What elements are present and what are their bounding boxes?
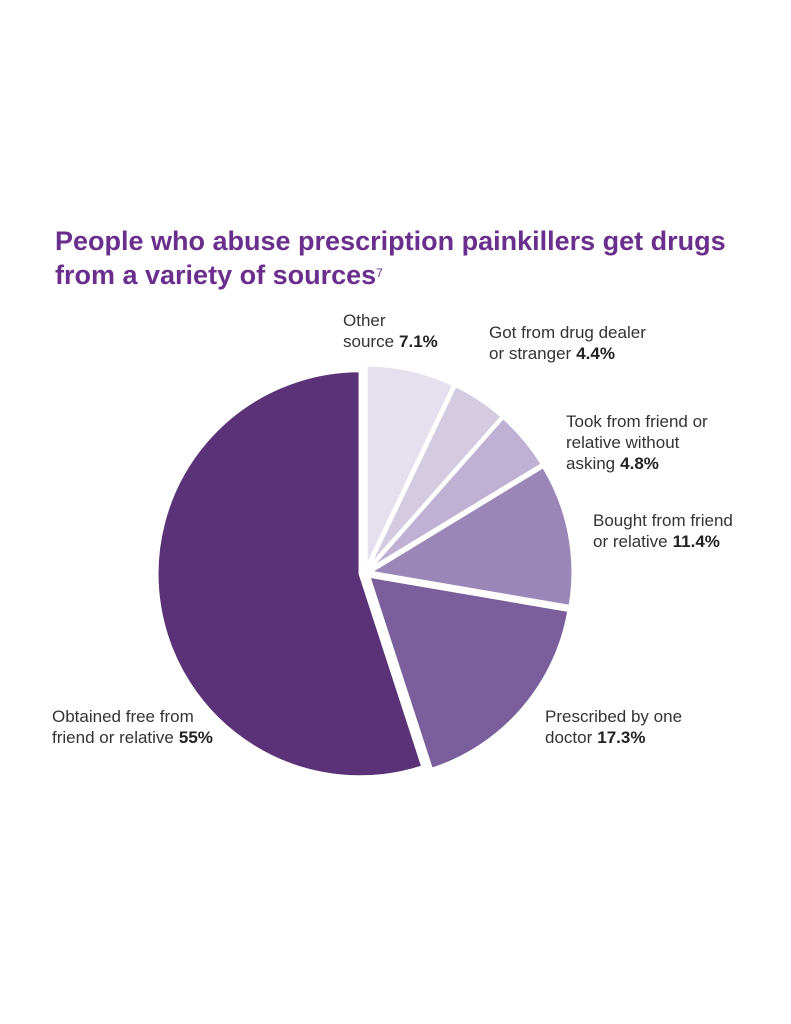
slice-value: 11.4% — [672, 532, 720, 551]
slice-name: Took from friend or relative without ask… — [566, 412, 708, 473]
slice-label: Bought from friend or relative 11.4% — [593, 510, 743, 552]
slice-name: Prescribed by one doctor — [545, 707, 683, 747]
slice-label: Obtained free from friend or relative 55% — [52, 706, 222, 748]
pie-slice — [367, 415, 545, 572]
slice-label: Prescribed by one doctor 17.3% — [545, 706, 725, 748]
slice-value: 7.1% — [399, 332, 438, 351]
slice-value: 4.4% — [576, 344, 615, 363]
pie-slice — [365, 464, 575, 609]
slice-label: Got from drug dealer or stranger 4.4% — [489, 322, 649, 364]
slice-name: Bought from friend or relative — [593, 511, 733, 551]
chart-title: People who abuse prescription painkiller… — [55, 224, 755, 292]
slice-value: 4.8% — [620, 454, 659, 473]
slice-name: Obtained free from friend or relative — [52, 707, 194, 747]
pie-slice — [155, 369, 425, 779]
slice-value: 55% — [178, 728, 213, 747]
pie-slice — [364, 363, 456, 569]
slice-name: Got from drug dealer or stranger — [489, 323, 646, 363]
slice-label: Other source 7.1% — [343, 310, 458, 352]
footnote-ref: 7 — [376, 266, 383, 280]
slice-value: 17.3% — [597, 728, 646, 747]
slice-label: Took from friend or relative without ask… — [566, 411, 761, 474]
title-text: People who abuse prescription painkiller… — [55, 226, 726, 290]
slice-name: Other source — [343, 311, 395, 351]
pie-slice — [366, 574, 571, 772]
